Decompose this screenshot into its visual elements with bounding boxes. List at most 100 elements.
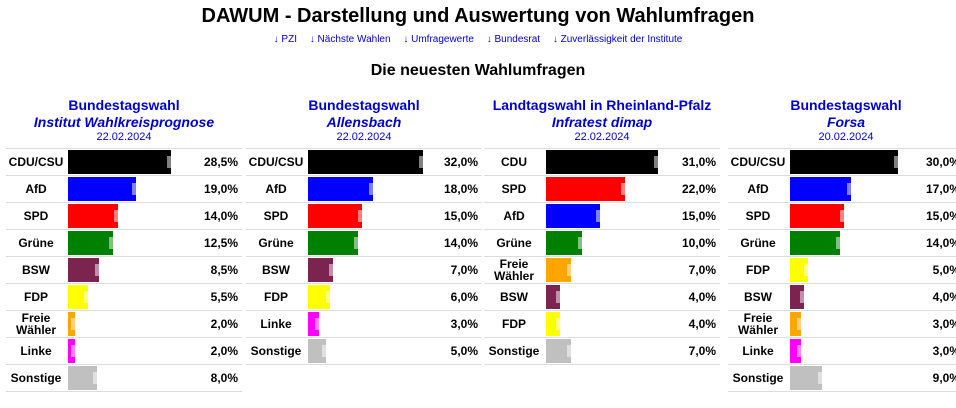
- result-bar: [546, 177, 626, 201]
- percentage-value: 3,0%: [918, 337, 956, 365]
- result-bar: [68, 258, 99, 282]
- bar-cell: [544, 202, 674, 230]
- bar-cell: [306, 148, 436, 176]
- percentage-value: 6,0%: [436, 283, 482, 311]
- poll-institute: Allensbach: [326, 114, 402, 130]
- bar-cell: [788, 256, 918, 284]
- previous-result-marker: [83, 291, 93, 303]
- party-name: FDP: [246, 283, 306, 311]
- previous-result-marker: [847, 183, 857, 195]
- percentage-value: 2,0%: [196, 337, 242, 365]
- poll-header[interactable]: Bundestagswahl Forsa 20.02.2024: [728, 97, 956, 144]
- previous-result-marker: [567, 264, 577, 276]
- party-name: SPD: [484, 175, 544, 203]
- poll-row: Linke 2,0%: [6, 337, 242, 365]
- previous-result-marker: [314, 318, 324, 330]
- percentage-value: 5,0%: [918, 256, 956, 284]
- previous-result-marker: [556, 318, 566, 330]
- result-bar: [68, 231, 113, 255]
- nav-link-bundesrat[interactable]: Bundesrat: [487, 34, 540, 45]
- bar-cell: [544, 175, 674, 203]
- percentage-value: 7,0%: [674, 256, 720, 284]
- party-name: FDP: [6, 283, 66, 311]
- bar-cell: [306, 283, 436, 311]
- result-bar: [308, 285, 330, 309]
- bar-cell: [66, 175, 196, 203]
- poll-election: Landtagswahl in Rheinland-Pfalz: [492, 97, 712, 113]
- bar-cell: [544, 256, 674, 284]
- result-bar: [546, 204, 600, 228]
- party-name: AfD: [484, 202, 544, 230]
- poll-header[interactable]: Bundestagswahl Institut Wahlkreisprognos…: [6, 97, 242, 144]
- party-name: Sonstige: [246, 337, 306, 365]
- previous-result-marker: [653, 156, 663, 168]
- poll-row: CDU 31,0%: [484, 148, 720, 176]
- nav-link-umfragewerte[interactable]: Umfragewerte: [403, 34, 474, 45]
- percentage-value: 22,0%: [674, 175, 720, 203]
- percentage-value: 17,0%: [918, 175, 956, 203]
- bar-cell: [66, 229, 196, 257]
- poll-row: Linke 3,0%: [246, 310, 482, 338]
- result-bar: [790, 204, 844, 228]
- bar-cell: [544, 310, 674, 338]
- poll-card-1: Bundestagswahl Institut Wahlkreisprognos…: [6, 97, 242, 392]
- result-bar: [790, 339, 801, 363]
- nav-link-zuverlaessigkeit[interactable]: Zuverlässigkeit der Institute: [553, 34, 683, 45]
- result-bar: [790, 258, 808, 282]
- poll-date: 22.02.2024: [336, 131, 392, 143]
- percentage-value: 5,0%: [436, 337, 482, 365]
- poll-election: Bundestagswahl: [308, 97, 420, 113]
- party-name: BSW: [728, 283, 788, 311]
- poll-row: AfD 15,0%: [484, 202, 720, 230]
- party-name: CDU: [484, 148, 544, 176]
- poll-institute: Forsa: [826, 114, 866, 130]
- previous-result-marker: [800, 291, 810, 303]
- bar-cell: [66, 148, 196, 176]
- previous-result-marker: [109, 237, 118, 249]
- percentage-value: 4,0%: [674, 310, 720, 338]
- previous-result-marker: [840, 210, 849, 222]
- bar-cell: [306, 256, 436, 284]
- poll-row: SPD 15,0%: [728, 202, 956, 230]
- previous-result-marker: [166, 156, 176, 168]
- percentage-value: 14,0%: [196, 202, 242, 230]
- result-bar: [308, 312, 319, 336]
- bar-cell: [788, 202, 918, 230]
- result-bar: [68, 177, 137, 201]
- nav-link-naechste-wahlen[interactable]: Nächste Wahlen: [310, 34, 391, 45]
- poll-header[interactable]: Bundestagswahl Allensbach 22.02.2024: [246, 97, 482, 144]
- percentage-value: 15,0%: [674, 202, 720, 230]
- poll-election: Bundestagswahl: [790, 97, 902, 113]
- party-name: FDP: [484, 310, 544, 338]
- poll-row: CDU/CSU 32,0%: [246, 148, 482, 176]
- poll-row: Linke 3,0%: [728, 337, 956, 365]
- poll-header[interactable]: Landtagswahl in Rheinland-Pfalz Infrates…: [484, 97, 720, 144]
- party-name: SPD: [246, 202, 306, 230]
- party-name: Sonstige: [484, 337, 544, 365]
- percentage-value: 14,0%: [436, 229, 482, 257]
- poll-row: AfD 19,0%: [6, 175, 242, 203]
- poll-row: CDU/CSU 30,0%: [728, 148, 956, 176]
- percentage-value: 7,0%: [674, 337, 720, 365]
- bar-cell: [66, 202, 196, 230]
- poll-row: Grüne 14,0%: [728, 229, 956, 257]
- percentage-value: 31,0%: [674, 148, 720, 176]
- poll-table: CDU/CSU 28,5% AfD 19,0% SPD 14,0% Grüne 12,5% BS…: [6, 148, 242, 392]
- percentage-value: 14,0%: [918, 229, 956, 257]
- result-bar: [790, 177, 852, 201]
- bar-cell: [66, 256, 196, 284]
- nav-link-pzi[interactable]: PZI: [274, 34, 297, 45]
- result-bar: [546, 231, 582, 255]
- previous-result-marker: [596, 210, 605, 222]
- percentage-value: 7,0%: [436, 256, 482, 284]
- poll-row: SPD 15,0%: [246, 202, 482, 230]
- party-name: AfD: [246, 175, 306, 203]
- result-bar: [790, 366, 823, 390]
- party-name: CDU/CSU: [246, 148, 306, 176]
- previous-result-marker: [894, 156, 903, 168]
- previous-result-marker: [92, 372, 102, 384]
- bar-cell: [306, 310, 436, 338]
- bar-cell: [66, 310, 196, 338]
- previous-result-marker: [567, 345, 577, 357]
- poll-row: AfD 18,0%: [246, 175, 482, 203]
